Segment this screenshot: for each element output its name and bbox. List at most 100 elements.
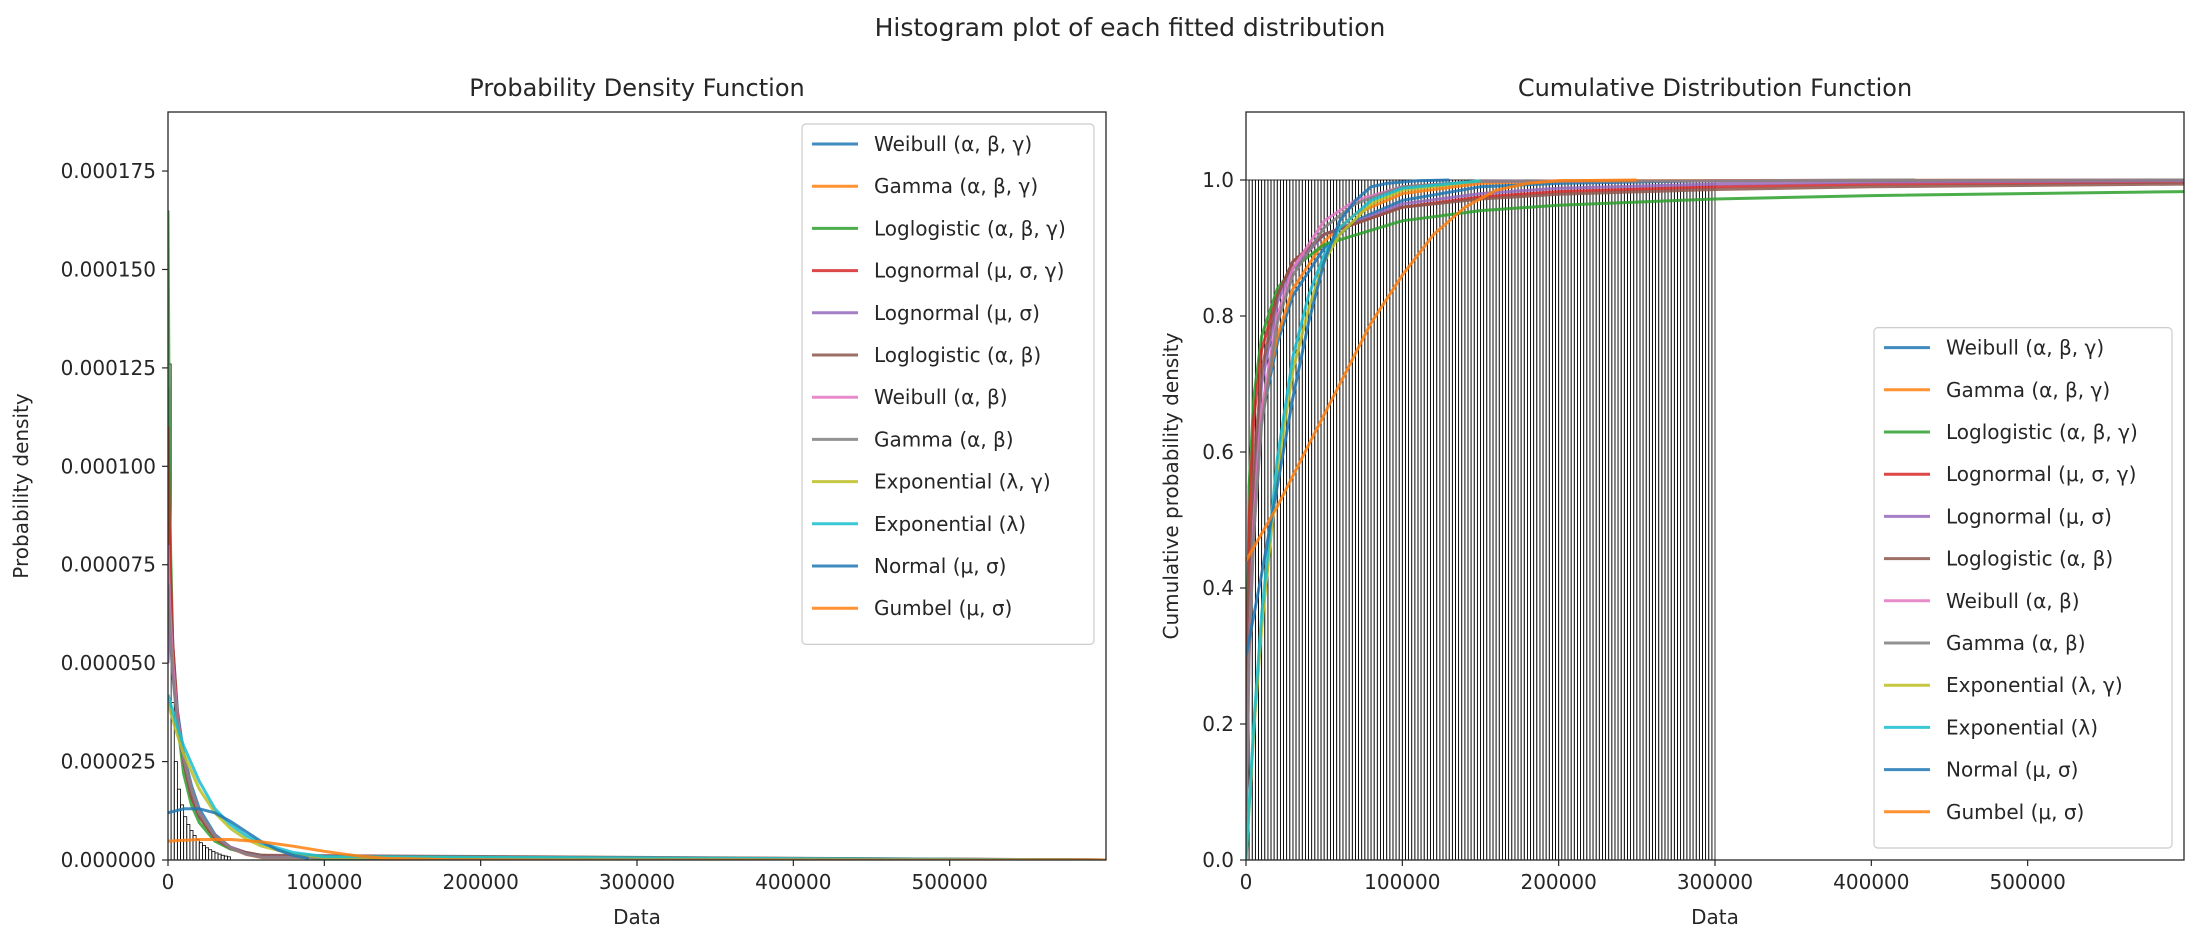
legend-label: Loglogistic (α, β): [874, 343, 1041, 367]
y-axis-label: Probability density: [9, 393, 33, 579]
histogram-bar: [1498, 179, 1503, 860]
legend-label: Normal (μ, σ): [874, 554, 1006, 578]
histogram-bar: [1658, 179, 1663, 860]
histogram-bar: [1627, 179, 1631, 860]
histogram-bar: [1664, 179, 1669, 860]
histogram-bar: [1670, 179, 1675, 860]
y-tick-label: 0.000125: [61, 356, 156, 380]
histogram-bar: [1461, 179, 1466, 860]
histogram-bar: [1358, 179, 1363, 860]
histogram-bar: [1326, 179, 1331, 860]
histogram-bar: [1683, 179, 1688, 860]
histogram-bar: [1483, 179, 1488, 860]
histogram-bar: [1480, 179, 1485, 860]
histogram-bar: [1517, 179, 1522, 860]
histogram-bar: [1561, 179, 1566, 860]
histogram-bar: [1623, 179, 1628, 860]
histogram-bar: [1520, 179, 1525, 860]
histogram-bar: [195, 839, 200, 860]
histogram-bar: [1564, 179, 1569, 860]
histogram-bar: [1405, 179, 1409, 860]
histogram-bar: [1667, 179, 1672, 860]
histogram-bar: [1389, 179, 1394, 860]
subplot-title: Cumulative Distribution Function: [1518, 74, 1912, 102]
y-tick-label: 0.000075: [61, 553, 156, 577]
histogram-bar: [1339, 179, 1344, 860]
histogram-bar: [1476, 179, 1481, 860]
histogram-bar: [1636, 179, 1641, 860]
histogram-bar: [208, 849, 213, 860]
histogram-bar: [1470, 179, 1475, 860]
histogram-bar: [1448, 179, 1453, 860]
histogram-bar: [205, 847, 210, 860]
y-tick-label: 0.000175: [61, 159, 156, 183]
histogram-bar: [1583, 179, 1588, 860]
histogram-bar: [1445, 179, 1450, 860]
legend-frame: [1873, 327, 2173, 849]
histogram-bar: [1702, 179, 1707, 860]
histogram-bar: [1501, 179, 1506, 860]
histogram-bar: [1411, 179, 1416, 860]
histogram-bar: [1414, 179, 1419, 860]
series-line-8: [168, 584, 1106, 860]
histogram-bar: [1545, 179, 1550, 860]
histogram-bar: [1555, 179, 1560, 860]
histogram-bar: [1548, 179, 1553, 860]
histogram-bar: [1511, 179, 1516, 860]
histogram-bar: [189, 830, 194, 860]
histogram-bar: [1264, 179, 1269, 860]
histogram-bar: [1426, 179, 1431, 860]
x-tick-label: 500000: [911, 870, 987, 894]
histogram-bar: [1514, 179, 1519, 860]
histogram-bar: [214, 852, 219, 860]
legend-label: Exponential (λ): [874, 512, 1026, 536]
histogram-bar: [1442, 179, 1447, 860]
histogram-bar: [1686, 179, 1691, 860]
histogram-bar: [1539, 179, 1544, 860]
histogram-bar: [180, 804, 185, 860]
histogram-bar: [1580, 179, 1585, 860]
legend-label: Loglogistic (α, β): [1946, 547, 2113, 571]
plot-cdf: 0 100000 200000 300000 400000 500000 0.0 0.2 0.4…: [1159, 74, 2185, 929]
histogram-bar: [1642, 179, 1647, 860]
legend-label: Loglogistic (α, β, γ): [874, 216, 1066, 240]
histogram-bar: [1351, 179, 1356, 860]
histogram-bar: [1392, 179, 1397, 860]
histogram-bar: [1673, 179, 1678, 860]
histogram-bar: [1417, 179, 1422, 860]
histogram-bar: [1305, 179, 1309, 860]
histogram-bar: [1401, 179, 1406, 860]
legend-label: Gamma (α, β, γ): [1946, 378, 2110, 402]
histogram-bar: [1645, 179, 1650, 860]
y-tick-label: 0.2: [1202, 712, 1234, 736]
histogram-bar: [186, 824, 191, 860]
histogram-bar: [1611, 179, 1616, 860]
histogram-bar: [1361, 179, 1366, 860]
histogram-bar: [1605, 179, 1610, 860]
plot-pdf: 0 100000 200000 300000 400000 500000 0.000000 0…: [9, 74, 1107, 929]
histogram-bar: [1433, 179, 1438, 860]
y-tick-label: 0.000025: [61, 750, 156, 774]
y-tick-label: 1.0: [1202, 168, 1234, 192]
histogram-bar: [1467, 179, 1472, 860]
histogram-bar: [220, 854, 225, 860]
y-tick-label: 0.000050: [61, 651, 156, 675]
histogram-bar: [1536, 179, 1541, 860]
histogram-bar: [1533, 179, 1538, 860]
histogram-bar: [1708, 179, 1713, 860]
histogram-bar: [1398, 179, 1403, 860]
legend-frame: [801, 123, 1095, 646]
x-tick-label: 500000: [1989, 870, 2065, 894]
legend-label: Exponential (λ): [1946, 715, 2098, 739]
legend-label: Weibull (α, β, γ): [1946, 336, 2104, 360]
histogram-bar: [1677, 179, 1682, 860]
histogram-bar: [176, 788, 181, 860]
histogram-bar: [1376, 179, 1381, 860]
histogram-bar: [1648, 179, 1653, 860]
histogram-bar: [183, 816, 188, 860]
histogram-bar: [1436, 179, 1441, 860]
histogram-bar: [1355, 179, 1359, 860]
histogram-bar: [1602, 179, 1606, 860]
legend-label: Gamma (α, β): [874, 427, 1014, 451]
y-tick-label: 0.000100: [61, 454, 156, 478]
